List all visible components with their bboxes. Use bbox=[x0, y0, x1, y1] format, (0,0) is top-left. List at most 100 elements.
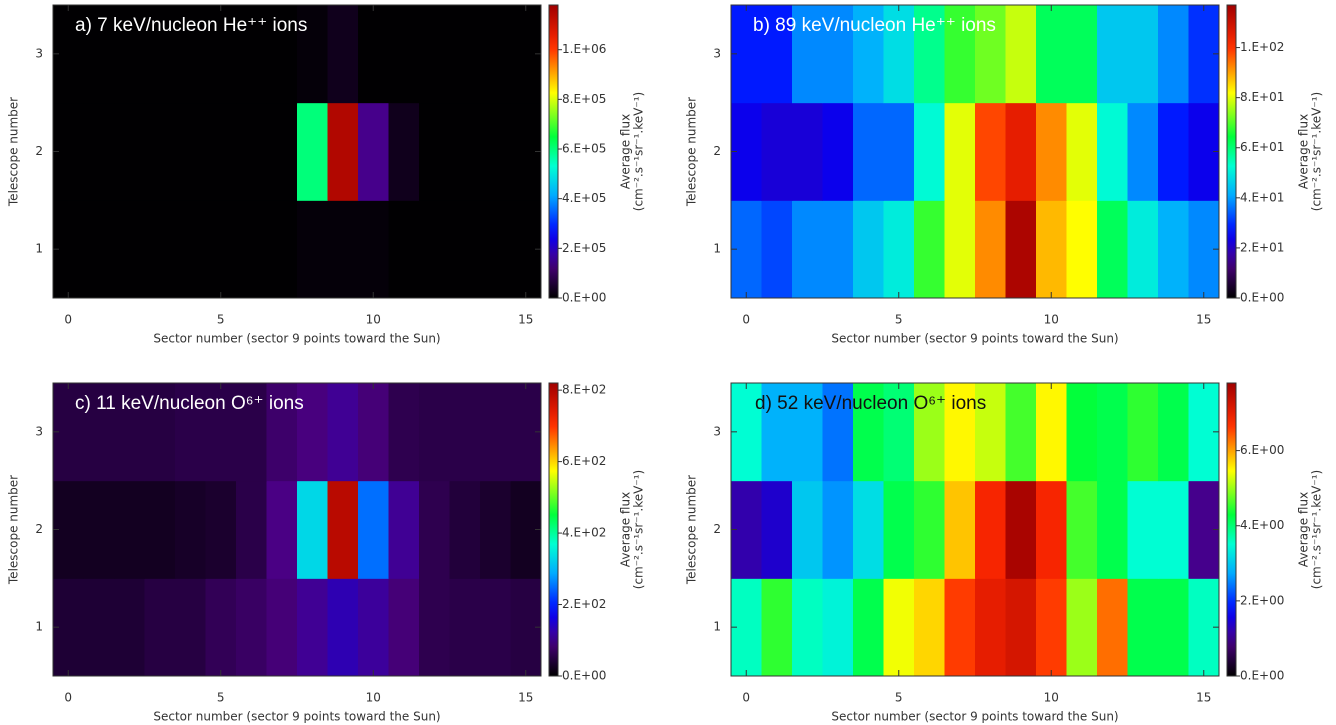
heatmap-cell bbox=[914, 383, 945, 482]
heatmap-cell bbox=[1005, 578, 1037, 677]
heatmap-cell bbox=[205, 578, 237, 677]
heatmap-cell bbox=[1005, 200, 1037, 299]
heatmap-cell bbox=[944, 383, 976, 482]
y-tick-label: 3 bbox=[35, 46, 43, 60]
panel-title: a) 7 keV/nucleon He⁺⁺ ions bbox=[75, 15, 307, 36]
heatmap-cell bbox=[792, 102, 823, 201]
heatmap-cell bbox=[975, 480, 1006, 579]
colorbar-tick-label: 0.E+00 bbox=[1240, 291, 1284, 305]
heatmap-cell bbox=[175, 480, 206, 579]
heatmap-cell bbox=[175, 102, 206, 201]
colorbar-tick-label: 1.E+02 bbox=[1240, 40, 1284, 54]
heatmap-cell bbox=[205, 102, 237, 201]
heatmap-cell bbox=[1066, 383, 1098, 482]
heatmap-cell bbox=[944, 5, 976, 104]
heatmap-cell bbox=[761, 200, 793, 299]
heatmap-cell bbox=[853, 102, 884, 201]
x-tick-label: 10 bbox=[366, 691, 381, 705]
heatmap-cell bbox=[1097, 578, 1128, 677]
heatmap-cell bbox=[1066, 200, 1098, 299]
heatmap-cell bbox=[822, 578, 854, 677]
colorbar-tick-label: 8.E+05 bbox=[562, 92, 606, 106]
heatmap-cell bbox=[1066, 578, 1098, 677]
colorbar bbox=[1226, 382, 1237, 677]
x-tick-label: 5 bbox=[895, 313, 903, 327]
heatmap-cell bbox=[236, 383, 267, 482]
heatmap-cell bbox=[914, 578, 945, 677]
y-tick-label: 3 bbox=[713, 46, 721, 60]
heatmap-cell bbox=[114, 480, 145, 579]
colorbar-tick-label: 4.E+00 bbox=[1240, 518, 1284, 532]
heatmap-cell bbox=[388, 200, 420, 299]
heatmap-cell bbox=[1036, 102, 1067, 201]
heatmap-cell bbox=[1158, 480, 1189, 579]
colorbar-tick-label: 4.E+05 bbox=[562, 191, 606, 205]
heatmap-cell bbox=[236, 5, 267, 104]
heatmap-cell bbox=[480, 200, 511, 299]
heatmap-cell bbox=[822, 480, 854, 579]
heatmap-cell bbox=[914, 102, 945, 201]
y-tick-label: 3 bbox=[35, 424, 43, 438]
heatmap-cell bbox=[327, 383, 359, 482]
heatmap-cell bbox=[822, 383, 854, 482]
heatmap-cell bbox=[944, 578, 976, 677]
x-tick-label: 0 bbox=[64, 691, 72, 705]
heatmap-cell bbox=[388, 383, 420, 482]
x-tick-label: 0 bbox=[64, 313, 72, 327]
heatmap-cell bbox=[358, 5, 389, 104]
y-tick-label: 1 bbox=[35, 242, 43, 256]
heatmap-cell bbox=[883, 102, 915, 201]
colorbar-tick-label: 6.E+00 bbox=[1240, 443, 1284, 457]
y-tick-label: 2 bbox=[35, 144, 43, 158]
x-axis-label: Sector number (sector 9 points toward th… bbox=[153, 710, 440, 724]
heatmap-cell bbox=[144, 102, 176, 201]
heatmap-cell bbox=[883, 383, 915, 482]
heatmap-cell bbox=[114, 383, 145, 482]
colorbar-tick-label: 0.E+00 bbox=[562, 669, 606, 683]
heatmap-cell bbox=[83, 102, 115, 201]
heatmap-cell bbox=[205, 200, 237, 299]
colorbar-label: Average flux bbox=[1297, 114, 1311, 189]
heatmap-cell bbox=[944, 200, 976, 299]
heatmap-cell bbox=[327, 102, 359, 201]
heatmap-cell bbox=[358, 102, 389, 201]
heatmap-cell bbox=[1158, 5, 1189, 104]
heatmap-cell bbox=[1036, 578, 1067, 677]
colorbar-label: (cm⁻².s⁻¹sr⁻¹.keV⁻¹) bbox=[1310, 92, 1324, 211]
heatmap-cell bbox=[388, 102, 420, 201]
heatmap-cell bbox=[419, 383, 450, 482]
colorbar-tick-label: 2.E+01 bbox=[1240, 240, 1284, 254]
heatmap-cell bbox=[449, 383, 481, 482]
colorbar bbox=[548, 4, 559, 299]
colorbar-label: Average flux bbox=[619, 492, 633, 567]
x-tick-label: 15 bbox=[518, 691, 533, 705]
heatmap-cell bbox=[449, 578, 481, 677]
heatmap-cell bbox=[419, 480, 450, 579]
heatmap-cell bbox=[419, 5, 450, 104]
heatmap-cell bbox=[914, 480, 945, 579]
heatmap-cell bbox=[480, 5, 511, 104]
heatmap-cell bbox=[480, 102, 511, 201]
heatmap-cell bbox=[266, 200, 298, 299]
y-tick-label: 1 bbox=[713, 242, 721, 256]
heatmap-cell bbox=[358, 578, 389, 677]
x-tick-label: 10 bbox=[1044, 691, 1059, 705]
colorbar-tick-label: 4.E+01 bbox=[1240, 190, 1284, 204]
colorbar-tick-label: 2.E+02 bbox=[562, 597, 606, 611]
heatmap-cell bbox=[236, 200, 267, 299]
heatmap-cell bbox=[419, 102, 450, 201]
y-tick-label: 2 bbox=[35, 522, 43, 536]
x-tick-label: 0 bbox=[742, 313, 750, 327]
colorbar bbox=[548, 382, 559, 677]
heatmap-cell bbox=[1127, 578, 1159, 677]
heatmap-cell bbox=[883, 480, 915, 579]
heatmap-cell bbox=[853, 200, 884, 299]
heatmap-cell bbox=[327, 480, 359, 579]
heatmap-cell bbox=[266, 578, 298, 677]
colorbar-label: (cm⁻².s⁻¹sr⁻¹.keV⁻¹) bbox=[1310, 470, 1324, 589]
heatmap-cell bbox=[822, 200, 854, 299]
x-tick-label: 15 bbox=[518, 313, 533, 327]
x-tick-label: 10 bbox=[1044, 313, 1059, 327]
heatmap-cell bbox=[792, 200, 823, 299]
heatmap-cell bbox=[944, 102, 976, 201]
